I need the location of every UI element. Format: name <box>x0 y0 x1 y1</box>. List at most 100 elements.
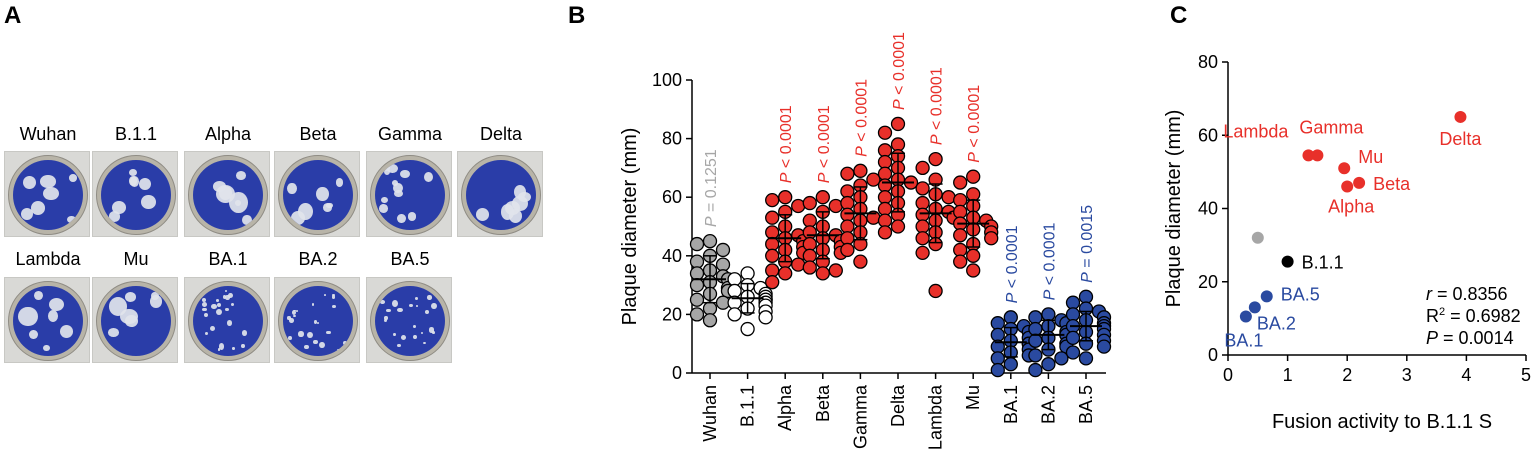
data-point <box>877 125 893 140</box>
data-point <box>815 266 830 281</box>
data-point <box>953 175 968 190</box>
y-tick-label: 0 <box>672 363 682 383</box>
data-point <box>1003 357 1018 372</box>
data-point <box>915 160 930 176</box>
p-value-label: P < 0.0001 <box>891 32 908 110</box>
data-point <box>915 181 930 196</box>
data-point <box>915 195 930 211</box>
data-point <box>802 236 817 252</box>
data-point <box>758 310 773 325</box>
data-point <box>853 163 868 178</box>
panel-b-letter: B <box>568 2 586 29</box>
data-point <box>928 151 943 167</box>
data-point <box>765 263 780 278</box>
data-point <box>778 266 793 281</box>
x-tick-label: Wuhan <box>700 385 720 442</box>
plaque-well-image <box>184 151 270 237</box>
data-point <box>953 254 968 269</box>
plaque-well-image <box>92 151 178 237</box>
x-tick-label: BA.2 <box>1038 385 1058 424</box>
data-point <box>915 207 930 222</box>
p-value-label: P = 0.1251 <box>703 149 720 227</box>
data-point <box>984 231 999 246</box>
data-point <box>765 248 780 263</box>
x-tick-label: BA.5 <box>1076 385 1096 424</box>
p-value-label: P < 0.0001 <box>966 85 983 163</box>
well-label: BA.5 <box>390 249 430 269</box>
data-point <box>802 225 817 240</box>
data-point <box>840 231 855 246</box>
y-tick-label: 80 <box>662 129 682 149</box>
data-point <box>953 242 968 258</box>
x-tick-label: Beta <box>813 384 833 422</box>
plaque-well-image <box>457 151 543 237</box>
data-point <box>966 263 981 278</box>
data-point <box>990 327 1005 343</box>
data-point <box>877 166 893 181</box>
data-point <box>990 362 1005 378</box>
data-point <box>740 321 755 337</box>
data-point <box>815 190 830 205</box>
data-point <box>1065 330 1081 345</box>
x-tick-label: Gamma <box>850 384 870 449</box>
well-label: Lambda <box>15 249 81 269</box>
data-point <box>702 313 718 328</box>
data-point <box>765 275 780 290</box>
data-point <box>840 184 855 199</box>
y-tick-label: 60 <box>662 187 682 207</box>
data-point <box>702 301 718 316</box>
data-point <box>890 219 906 234</box>
x-tick-label: Alpha <box>775 384 795 431</box>
data-point <box>791 198 806 214</box>
well-label: BA.2 <box>298 249 338 269</box>
y-tick-label: 20 <box>662 304 682 324</box>
data-point <box>702 233 718 249</box>
data-point <box>828 198 843 214</box>
x-tick-label: BA.1 <box>1001 385 1021 424</box>
data-point <box>928 283 943 299</box>
data-point <box>765 225 780 240</box>
well-label: Alpha <box>204 124 252 144</box>
data-point <box>890 137 906 152</box>
panel-a-letter: A <box>4 2 22 29</box>
p-value-label: P < 0.0001 <box>816 105 833 183</box>
data-point <box>1065 345 1081 360</box>
data-point <box>877 143 893 158</box>
data-point <box>1041 357 1056 372</box>
y-axis-title: Plaque diameter (mm) <box>619 128 641 326</box>
data-point <box>840 207 855 222</box>
data-point <box>765 236 780 252</box>
data-point <box>802 260 817 275</box>
data-point <box>1065 295 1081 310</box>
data-point <box>877 201 893 217</box>
data-point <box>840 166 855 181</box>
p-value-label: P < 0.0001 <box>853 79 870 157</box>
well-label: Mu <box>123 249 149 269</box>
plaque-well-image <box>366 277 452 363</box>
data-point <box>715 257 731 272</box>
data-point <box>689 254 705 269</box>
data-point <box>953 204 968 220</box>
data-point <box>953 192 968 208</box>
data-point <box>727 307 742 322</box>
panel-c-letter: C <box>1170 2 1188 29</box>
data-point <box>840 242 855 258</box>
data-point <box>828 263 843 278</box>
data-point <box>689 236 705 252</box>
data-point <box>778 190 793 205</box>
well-label: B.1.1 <box>114 124 158 144</box>
data-point <box>877 213 893 228</box>
well-label: BA.1 <box>208 249 248 269</box>
data-point <box>915 245 930 261</box>
plaque-well-image <box>92 277 178 363</box>
data-point <box>1065 307 1081 322</box>
data-point <box>915 231 930 246</box>
data-point <box>727 272 742 287</box>
plaque-well-image <box>4 151 90 237</box>
y-tick-label: 100 <box>652 70 682 90</box>
data-point <box>890 116 906 132</box>
plaque-well-image <box>366 151 452 237</box>
data-point <box>791 257 806 272</box>
well-label: Gamma <box>377 124 442 144</box>
